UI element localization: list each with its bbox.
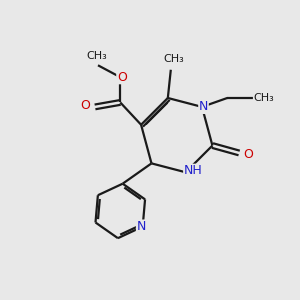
Text: N: N xyxy=(199,100,208,113)
Text: N: N xyxy=(136,220,146,233)
Text: O: O xyxy=(244,148,254,161)
Text: O: O xyxy=(117,71,127,84)
Text: CH₃: CH₃ xyxy=(164,54,184,64)
Text: O: O xyxy=(80,99,90,112)
Text: CH₃: CH₃ xyxy=(86,51,107,62)
Text: CH₃: CH₃ xyxy=(254,93,274,103)
Text: NH: NH xyxy=(184,164,202,177)
